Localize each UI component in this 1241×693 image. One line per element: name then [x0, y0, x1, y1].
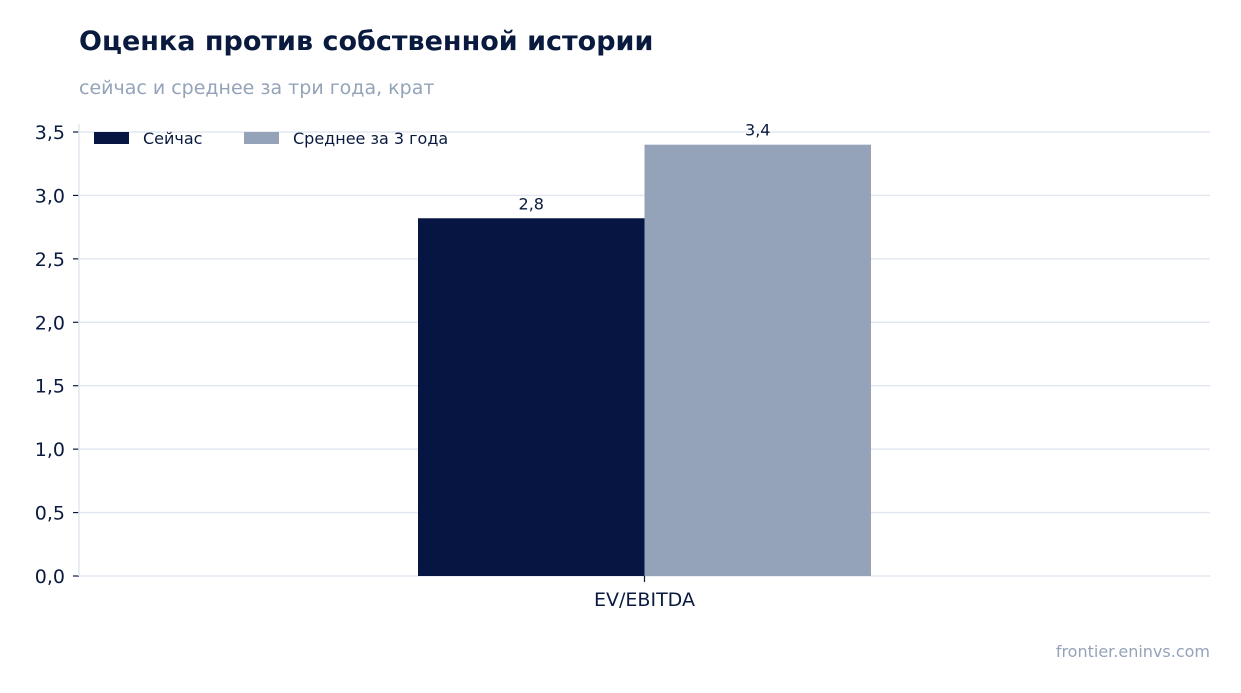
legend-label: Сейчас: [143, 129, 202, 148]
data-label: 3,4: [745, 121, 770, 140]
source-credit: frontier.eninvs.com: [1055, 642, 1210, 661]
y-tick-label: 0,5: [35, 503, 65, 525]
legend-label: Среднее за 3 года: [293, 129, 448, 148]
x-tick-label: EV/EBITDA: [594, 589, 695, 611]
y-tick-label: 3,5: [35, 122, 65, 144]
data-label: 2,8: [519, 194, 544, 213]
legend-swatch: [244, 132, 279, 144]
y-tick-label: 1,0: [35, 439, 65, 461]
y-tick-label: 2,5: [35, 249, 65, 271]
bar: [644, 144, 871, 576]
legend-swatch: [94, 132, 129, 144]
chart-title: Оценка против собственной истории: [79, 26, 654, 57]
chart-subtitle: сейчас и среднее за три года, крат: [79, 77, 435, 99]
y-tick-label: 2,0: [35, 312, 65, 334]
y-tick-label: 3,0: [35, 185, 65, 207]
y-tick-label: 0,0: [35, 566, 65, 588]
y-tick-label: 1,5: [35, 376, 65, 398]
bar: [418, 218, 645, 576]
